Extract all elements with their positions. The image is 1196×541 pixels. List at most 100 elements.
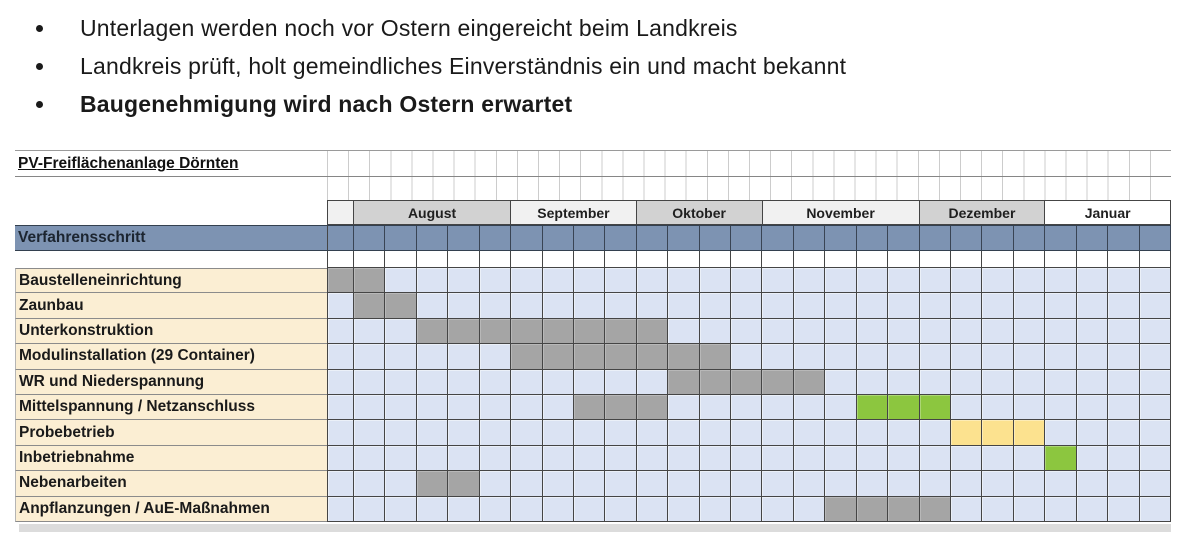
gantt-cell [1076, 318, 1109, 345]
header-cell [700, 226, 732, 250]
gantt-cell [385, 268, 417, 294]
gantt-cell [385, 471, 417, 497]
task-grid [327, 394, 1171, 421]
gantt-cell [542, 445, 574, 472]
gantt-cell [573, 369, 606, 395]
gantt-cell [385, 344, 417, 370]
gantt-cell [416, 268, 449, 294]
gantt-cell [1013, 496, 1046, 522]
empty-cell [982, 251, 1014, 268]
gantt-cell [762, 496, 794, 522]
empty-cell [636, 251, 669, 268]
empty-cell [919, 251, 952, 268]
gantt-bar-cell [951, 420, 983, 446]
bullet-dot-icon [36, 100, 43, 108]
gantt-cell [636, 369, 669, 395]
task-grid [327, 471, 1171, 497]
task-grid [327, 268, 1171, 294]
empty-cell [1013, 251, 1046, 268]
gantt-cell [1108, 344, 1140, 370]
gantt-cell [328, 318, 354, 345]
spreadsheet-grid-area [327, 177, 1171, 200]
gantt-cell [951, 496, 983, 522]
task-row: Unterkonstruktion [15, 318, 1171, 345]
gantt-cell [825, 471, 857, 497]
bullet-list: Unterlagen werden noch vor Ostern einger… [36, 9, 846, 123]
gantt-cell [1139, 445, 1171, 472]
gantt-cell [636, 471, 669, 497]
gantt-cell [354, 445, 386, 472]
gantt-cell [951, 293, 983, 319]
task-label: Anpflanzungen / AuE-Maßnahmen [15, 496, 327, 522]
empty-cell [573, 251, 606, 268]
gantt-cell [699, 394, 732, 421]
gantt-cell [762, 268, 794, 294]
bullet-item: Unterlagen werden noch vor Ostern einger… [36, 9, 846, 47]
month-august: August [354, 200, 512, 225]
gantt-cell [573, 496, 606, 522]
gantt-cell [1045, 344, 1077, 370]
gantt-bar-cell [793, 369, 826, 395]
gantt-cell [1013, 471, 1046, 497]
gantt-cell [605, 268, 637, 294]
month-dezember: Dezember [919, 200, 1046, 225]
gantt-cell [354, 496, 386, 522]
gantt-cell [448, 344, 480, 370]
gantt-bar-cell [354, 293, 386, 319]
task-label: Zaunbau [15, 293, 327, 319]
gantt-cell [731, 318, 763, 345]
gantt-cell [762, 471, 794, 497]
gantt-cell [542, 268, 574, 294]
gantt-cell [542, 369, 574, 395]
gantt-cell [699, 420, 732, 446]
empty-grid [327, 251, 1171, 268]
gantt-cell [793, 268, 826, 294]
gantt-bar-cell [416, 318, 449, 345]
gantt-cell [636, 496, 669, 522]
gantt-cell [636, 293, 669, 319]
gantt-cell [1139, 496, 1171, 522]
gantt-cell [542, 293, 574, 319]
empty-cell [416, 251, 449, 268]
task-grid [327, 496, 1171, 522]
gantt-bar-cell [511, 344, 543, 370]
task-row: WR und Niederspannung [15, 369, 1171, 395]
gantt-cell [416, 496, 449, 522]
gantt-cell [919, 420, 952, 446]
gantt-cell [825, 420, 857, 446]
gantt-cell [856, 445, 889, 472]
spacer-row [15, 177, 1171, 200]
gantt-bar-cell [668, 344, 700, 370]
bullet-text: Unterlagen werden noch vor Ostern einger… [80, 14, 738, 41]
gantt-cell [762, 293, 794, 319]
gantt-cell [1013, 268, 1046, 294]
spacer-label [15, 177, 327, 200]
gantt-cell [951, 369, 983, 395]
gantt-cell [1076, 268, 1109, 294]
task-row: Nebenarbeiten [15, 471, 1171, 497]
gantt-cell [699, 445, 732, 472]
gantt-cell [888, 293, 920, 319]
gantt-bar-cell [416, 471, 449, 497]
empty-cell [825, 251, 857, 268]
gantt-cell [479, 268, 512, 294]
gantt-cell [1076, 496, 1109, 522]
gantt-cell [385, 420, 417, 446]
gantt-cell [1108, 496, 1140, 522]
gantt-cell [416, 420, 449, 446]
gantt-cell [982, 496, 1014, 522]
gantt-cell [919, 369, 952, 395]
gantt-cell [479, 420, 512, 446]
bullet-item: Baugenehmigung wird nach Ostern erwartet [36, 85, 846, 123]
gantt-cell [856, 318, 889, 345]
gantt-cell [354, 318, 386, 345]
month-grid: August September Oktober November Dezember Ja… [327, 200, 1171, 225]
empty-cell [951, 251, 983, 268]
header-cell [731, 226, 763, 250]
gantt-cell [825, 318, 857, 345]
gantt-cell [856, 369, 889, 395]
gantt-cell [605, 496, 637, 522]
gantt-cell [1108, 318, 1140, 345]
gantt-cell [573, 420, 606, 446]
gantt-cell [448, 445, 480, 472]
